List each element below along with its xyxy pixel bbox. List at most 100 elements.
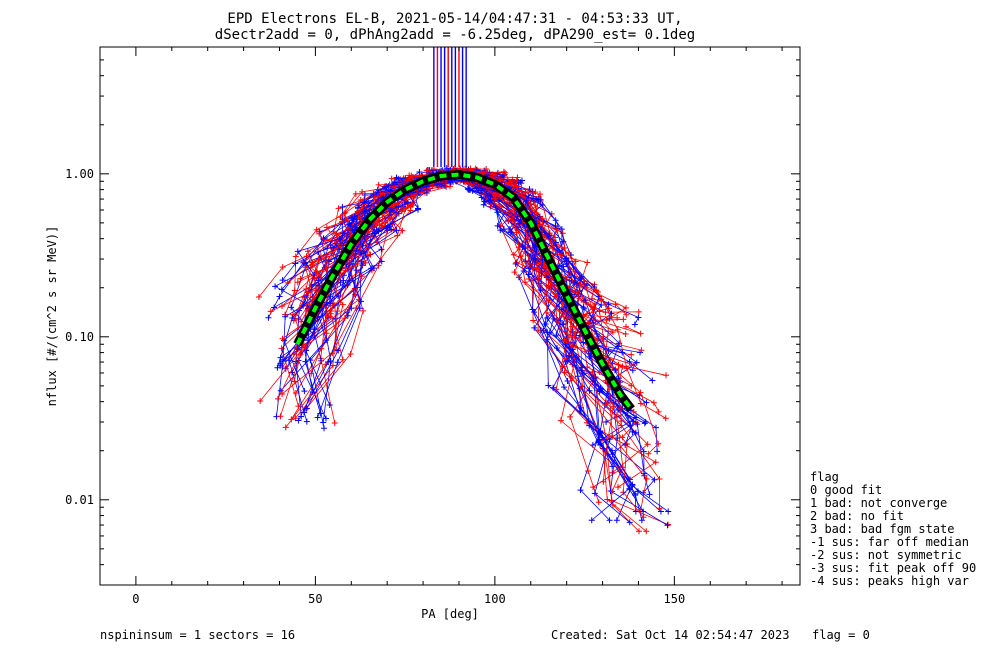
sector-point <box>610 403 617 410</box>
sector-point <box>614 484 621 491</box>
sector-point <box>529 306 536 313</box>
sector-point <box>631 321 638 328</box>
sector-point <box>282 424 289 431</box>
sector-point <box>416 169 423 176</box>
sector-point <box>544 314 551 321</box>
sector-point <box>600 333 607 340</box>
sector-point <box>630 361 637 368</box>
footer-flag: flag = 0 <box>812 628 870 642</box>
sector-point <box>378 246 385 253</box>
sector-point <box>313 270 320 277</box>
sector-point <box>656 505 663 512</box>
sector-point <box>657 508 664 515</box>
sector-point <box>507 179 514 186</box>
sector-point <box>315 249 322 256</box>
sector-point <box>341 315 348 322</box>
sector-point <box>537 191 544 198</box>
sector-point <box>550 315 557 322</box>
sector-point <box>613 517 620 524</box>
sector-point <box>614 314 621 321</box>
sector-point <box>377 190 384 197</box>
sector-point <box>303 418 310 425</box>
sector-curve <box>281 167 600 503</box>
sector-point <box>489 171 496 178</box>
sector-point <box>317 410 324 417</box>
sector-point <box>331 302 338 309</box>
sector-point <box>517 216 524 223</box>
sector-point <box>304 248 311 255</box>
sector-point <box>634 421 641 428</box>
sector-point <box>577 404 584 411</box>
sector-point <box>626 486 633 493</box>
sector-point <box>326 402 333 409</box>
chart-title-line-1: EPD Electrons EL-B, 2021-05-14/04:47:31 … <box>227 11 682 27</box>
sector-point <box>292 415 299 422</box>
sector-point <box>614 326 621 333</box>
sector-point <box>340 242 347 249</box>
sector-point <box>327 313 334 320</box>
sector-point <box>415 205 422 212</box>
sector-point <box>399 227 406 234</box>
sector-point <box>523 197 530 204</box>
sector-point <box>564 378 571 385</box>
footer-created: Created: Sat Oct 14 02:54:47 2023 <box>551 628 789 642</box>
chart-title: EPD Electrons EL-B, 2021-05-14/04:47:31 … <box>215 11 695 43</box>
sector-point <box>462 165 469 172</box>
sector-point <box>292 253 299 260</box>
sector-point <box>494 222 501 229</box>
sector-point <box>635 314 642 321</box>
sector-point <box>637 400 644 407</box>
sector-point <box>598 302 605 309</box>
sector-point <box>531 324 538 331</box>
sector-point <box>301 388 308 395</box>
sector-point <box>371 230 378 237</box>
sector-point <box>596 369 603 376</box>
sector-point <box>464 185 471 192</box>
sector-point <box>424 167 431 174</box>
sector-point <box>567 413 574 420</box>
sector-curve <box>293 168 666 419</box>
sector-point <box>510 251 517 258</box>
sector-point <box>568 375 575 382</box>
sector-point <box>580 304 587 311</box>
sector-point <box>606 517 613 524</box>
sector-point <box>333 230 340 237</box>
sector-point <box>267 308 274 315</box>
sector-point <box>609 488 616 495</box>
sector-point <box>512 260 519 267</box>
sector-point <box>624 412 631 419</box>
sector-point <box>643 399 650 406</box>
sector-point <box>558 251 565 258</box>
sector-point <box>272 283 279 290</box>
sector-point <box>561 338 568 345</box>
sector-point <box>559 230 566 237</box>
sector-point <box>619 363 626 370</box>
sector-point <box>652 424 659 431</box>
sector-point <box>383 182 390 189</box>
sector-point <box>561 369 568 376</box>
sector-point <box>321 425 328 432</box>
sector-point <box>545 382 552 389</box>
sector-point <box>646 491 653 498</box>
sector-point <box>603 317 610 324</box>
sector-point <box>483 165 490 172</box>
sector-point <box>578 273 585 280</box>
sector-point <box>487 197 494 204</box>
sector-point <box>590 484 597 491</box>
sector-point <box>513 178 520 185</box>
sector-point <box>577 487 584 494</box>
y-axis: 0.01 0.10 1.00 <box>65 46 800 586</box>
legend-title: flag <box>810 470 839 484</box>
sector-point <box>622 331 629 338</box>
sector-curve <box>291 172 640 532</box>
sector-point <box>303 285 310 292</box>
sector-point <box>322 259 329 266</box>
sector-point <box>293 345 300 352</box>
sector-point <box>529 195 536 202</box>
sector-point <box>615 375 622 382</box>
sector-point <box>531 243 538 250</box>
sector-point <box>284 279 291 286</box>
sector-point <box>354 208 361 215</box>
sector-point <box>295 417 302 424</box>
sector-point <box>502 169 509 176</box>
